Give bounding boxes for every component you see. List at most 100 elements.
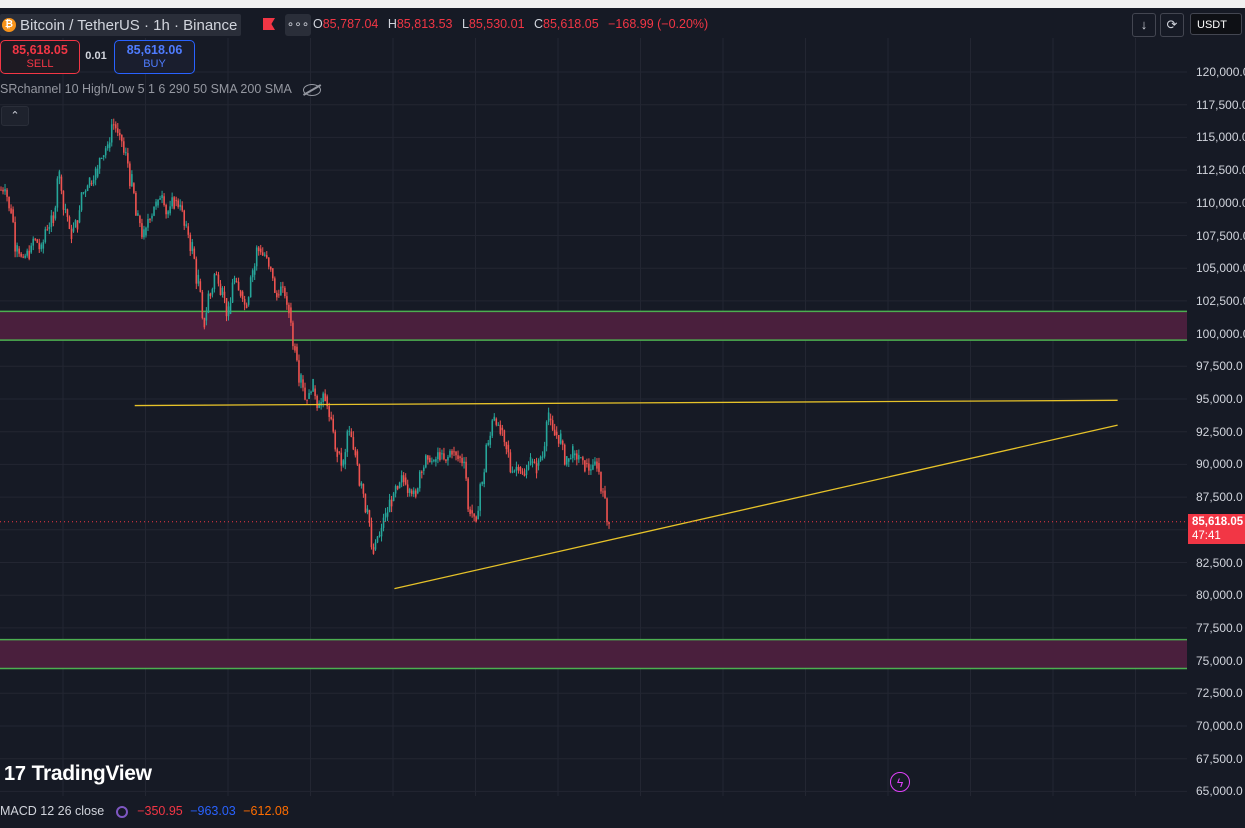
candle-body bbox=[288, 304, 290, 314]
low-label: L bbox=[461, 17, 469, 31]
buy-button[interactable]: 85,618.06 BUY bbox=[114, 40, 195, 74]
candle-body bbox=[461, 457, 463, 464]
candle-body bbox=[272, 268, 274, 279]
candle-body bbox=[505, 442, 508, 450]
price-tick-label: 75,000.0 bbox=[1196, 653, 1243, 668]
candle-body bbox=[90, 183, 93, 185]
candle-body bbox=[26, 250, 28, 256]
candle-body bbox=[135, 192, 137, 216]
macd-legend[interactable]: MACD 12 26 close −350.95 −963.03 −612.08 bbox=[0, 804, 289, 818]
candle-body bbox=[404, 477, 407, 485]
refresh-icon[interactable]: ⟳ bbox=[1160, 13, 1184, 37]
hide-eye-icon[interactable] bbox=[302, 83, 321, 96]
candle-body bbox=[16, 245, 18, 252]
candle-body bbox=[64, 208, 67, 210]
candle-body bbox=[149, 219, 151, 221]
candle-body bbox=[123, 141, 125, 153]
candle-body bbox=[497, 424, 500, 426]
quantity-value[interactable]: 0.01 bbox=[85, 50, 107, 62]
candle-body bbox=[151, 215, 153, 219]
candle-body bbox=[169, 206, 171, 214]
close-label: C bbox=[534, 17, 544, 31]
candle-body bbox=[437, 452, 439, 460]
candle-body bbox=[449, 450, 451, 457]
candle-body bbox=[431, 461, 433, 463]
last-price-value: 85,618.05 bbox=[1192, 515, 1244, 528]
candle-body bbox=[191, 242, 194, 252]
candle-body bbox=[112, 124, 115, 126]
candle-body bbox=[310, 391, 312, 394]
symbol-title[interactable]: ₿ Bitcoin / TetherUS · 1h · Binance bbox=[0, 14, 242, 36]
ohlc-values: O85,787.04 H85,813.53 L85,530.01 C85,618… bbox=[313, 17, 714, 31]
candle-body bbox=[451, 450, 453, 455]
candle-body bbox=[531, 461, 534, 463]
candle-body bbox=[219, 283, 222, 295]
sr-zone bbox=[0, 639, 1187, 669]
collapse-legend-button[interactable]: ⌃ bbox=[1, 106, 29, 126]
candle-body bbox=[141, 223, 143, 238]
candle-body bbox=[594, 461, 596, 465]
candle-body bbox=[406, 484, 409, 493]
candle-body bbox=[187, 226, 190, 235]
price-tick-label: 97,500.0 bbox=[1196, 359, 1243, 374]
open-value: 85,787.04 bbox=[322, 17, 379, 31]
candle-body bbox=[231, 282, 234, 303]
candle-body bbox=[600, 471, 602, 492]
candle-body bbox=[557, 435, 560, 444]
candle-body bbox=[74, 220, 77, 228]
sell-label: SELL bbox=[26, 58, 54, 70]
candle-body bbox=[326, 396, 328, 407]
more-options-icon[interactable]: ∘∘∘ bbox=[285, 14, 311, 36]
candle-body bbox=[20, 253, 22, 257]
open-label: O bbox=[313, 17, 323, 31]
candle-body bbox=[233, 277, 236, 283]
candle-body bbox=[414, 490, 417, 497]
candle-body bbox=[211, 289, 214, 295]
candle-body bbox=[318, 403, 320, 409]
lightning-icon[interactable]: ϟ bbox=[890, 772, 910, 792]
candle-body bbox=[292, 322, 294, 347]
candle-body bbox=[475, 516, 477, 522]
candle-body bbox=[388, 499, 391, 513]
candle-body bbox=[298, 360, 300, 383]
candle-body bbox=[541, 456, 544, 458]
download-icon[interactable]: ↓ bbox=[1132, 13, 1156, 37]
candle-body bbox=[86, 185, 89, 192]
candle-body bbox=[515, 466, 518, 471]
candle-body bbox=[324, 393, 326, 402]
candle-body bbox=[157, 199, 159, 206]
indicator-legend[interactable]: SRchannel 10 High/Low 5 1 6 290 50 SMA 2… bbox=[0, 82, 321, 96]
candle-body bbox=[165, 205, 167, 215]
candle-body bbox=[108, 142, 111, 148]
candle-body bbox=[596, 461, 598, 469]
sr-zones bbox=[0, 310, 1187, 670]
candle-body bbox=[290, 307, 292, 323]
candle-body bbox=[137, 213, 139, 216]
candle-body bbox=[535, 463, 538, 474]
candle-body bbox=[167, 211, 169, 215]
candle-body bbox=[253, 266, 256, 275]
candle-body bbox=[259, 248, 262, 253]
tradingview-logo[interactable]: 17 TradingView bbox=[4, 762, 152, 786]
candle-body bbox=[336, 449, 339, 457]
candle-body bbox=[471, 510, 473, 514]
candle-body bbox=[72, 227, 75, 232]
price-tick-label: 87,500.0 bbox=[1196, 490, 1243, 505]
candle-body bbox=[465, 461, 467, 479]
candle-body bbox=[308, 393, 310, 399]
candle-body bbox=[177, 200, 179, 207]
candle-body bbox=[559, 433, 562, 444]
candle-body bbox=[229, 302, 232, 314]
candle-body bbox=[382, 517, 385, 528]
candle-body bbox=[392, 493, 395, 502]
candle-body bbox=[598, 463, 600, 472]
candle-body bbox=[316, 395, 318, 409]
candle-body bbox=[346, 431, 349, 453]
candle-body bbox=[590, 469, 592, 471]
currency-selector[interactable]: USDT bbox=[1190, 13, 1242, 35]
candle-body bbox=[584, 460, 586, 472]
sell-button[interactable]: 85,618.05 SELL bbox=[0, 40, 80, 74]
candle-body bbox=[98, 157, 101, 169]
candle-body bbox=[489, 435, 492, 445]
